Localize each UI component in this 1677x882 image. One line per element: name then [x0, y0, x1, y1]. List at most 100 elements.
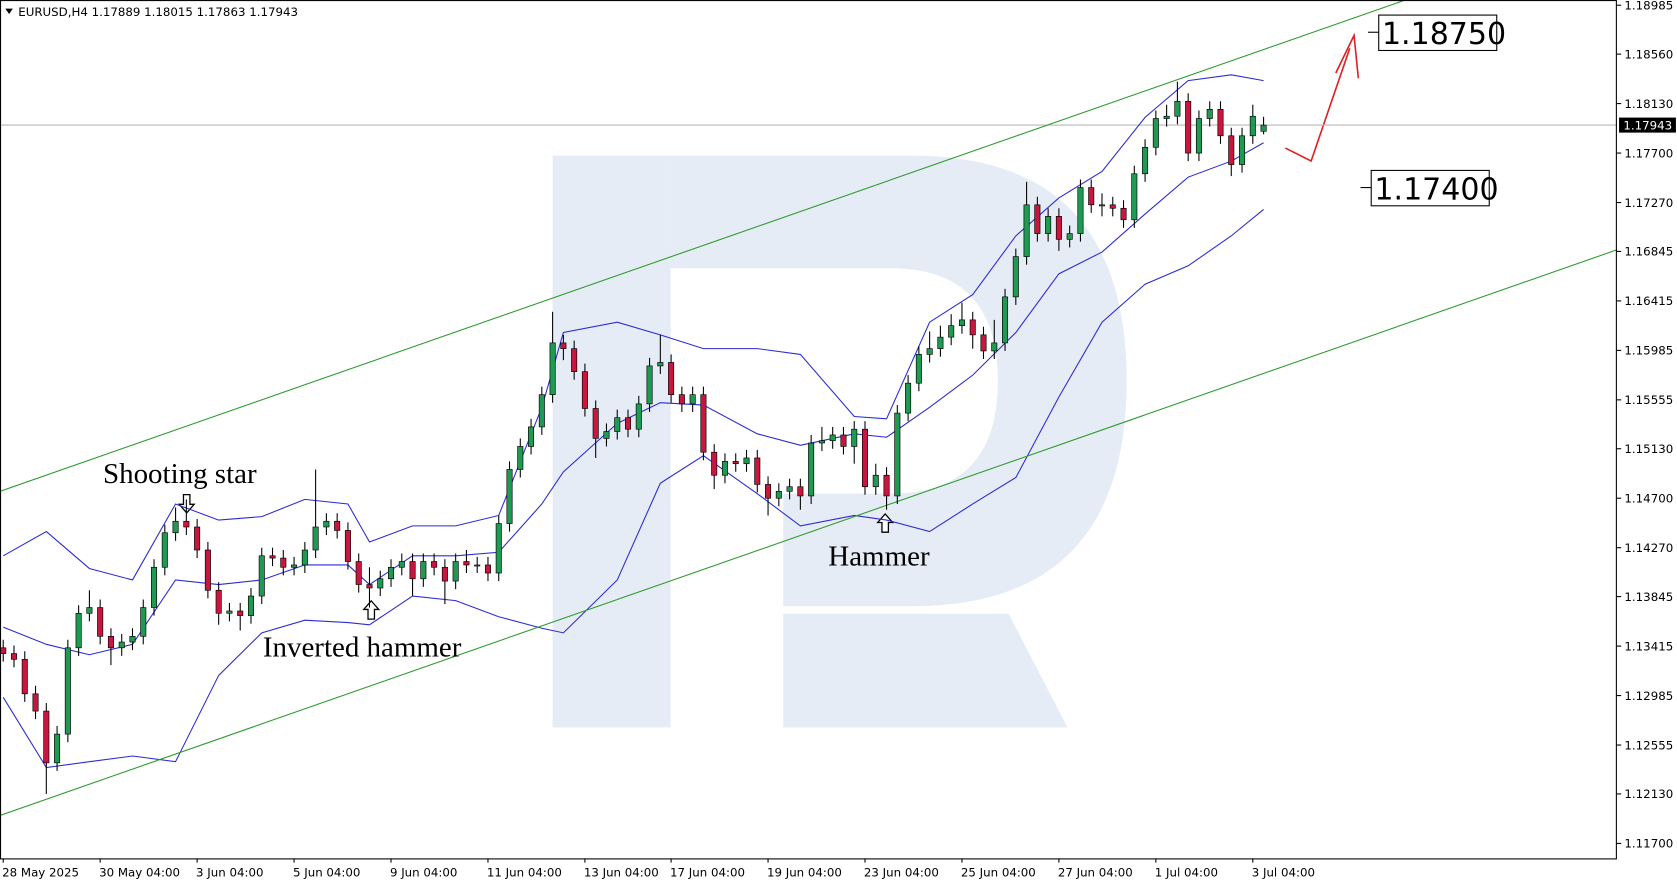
candle-body — [1066, 233, 1073, 240]
plot-frame — [0, 0, 1617, 860]
candle-body — [1034, 204, 1041, 234]
candle-body — [215, 589, 222, 614]
x-tick-label: 23 Jun 04:00 — [864, 866, 939, 880]
candle-body — [915, 354, 922, 384]
y-tick-label: 1.13845 — [1624, 590, 1673, 604]
level-label: 1.18750 — [1382, 17, 1506, 52]
candle-body — [355, 561, 362, 585]
candle-body — [366, 584, 373, 589]
candle-body — [818, 440, 825, 444]
x-tick-label: 17 Jun 04:00 — [670, 866, 745, 880]
candle-body — [657, 362, 664, 367]
y-tick-label: 1.14700 — [1624, 492, 1673, 506]
current-price-label: 1.17943 — [1623, 118, 1672, 132]
y-tick-label: 1.12555 — [1624, 738, 1673, 752]
candle-body — [851, 428, 858, 447]
candle-body — [517, 446, 524, 470]
candle-body — [237, 610, 244, 616]
x-tick-label: 13 Jun 04:00 — [584, 866, 659, 880]
candle-body — [1142, 146, 1149, 175]
candle-body — [581, 371, 588, 409]
candle-body — [1260, 124, 1267, 132]
candle-body — [926, 348, 933, 355]
y-tick-label: 1.17700 — [1624, 146, 1673, 160]
candle-body — [1023, 204, 1030, 257]
candle-body — [64, 647, 71, 735]
pattern-label: Hammer — [828, 540, 930, 572]
candle-body — [431, 561, 438, 568]
candle-body — [269, 555, 276, 559]
y-tick-label: 1.15555 — [1624, 393, 1673, 407]
candle-body — [603, 431, 610, 439]
candle-body — [883, 474, 890, 497]
candle-body — [829, 434, 836, 442]
candle-body — [344, 530, 351, 562]
x-tick-label: 11 Jun 04:00 — [487, 866, 562, 880]
candle-body — [1195, 118, 1202, 154]
candle-body — [1249, 115, 1256, 137]
candle-body — [10, 653, 17, 660]
candle-body — [980, 334, 987, 352]
x-tick-label: 1 Jul 04:00 — [1155, 866, 1218, 880]
candle-body — [1098, 204, 1105, 207]
candle-body — [1002, 296, 1009, 344]
candle-body — [280, 557, 287, 568]
y-tick-label: 1.16845 — [1624, 245, 1673, 259]
candle-body — [291, 564, 298, 568]
candle-body — [549, 342, 556, 396]
candle-body — [678, 394, 685, 405]
candle-body — [172, 520, 179, 534]
candle-body — [991, 342, 998, 352]
channel-line — [0, 0, 1406, 492]
current-price-box — [1619, 117, 1676, 133]
candle-body — [1120, 207, 1127, 221]
candle-body — [301, 549, 308, 566]
candle-body — [420, 561, 427, 580]
candle-body — [32, 693, 39, 712]
candle-body — [1228, 135, 1235, 165]
candle-body — [86, 607, 93, 614]
candle-body — [861, 428, 869, 488]
candle-body — [21, 658, 28, 695]
candle-body — [441, 566, 448, 582]
candle-body — [743, 457, 750, 465]
candle-body — [711, 451, 718, 476]
candle-body — [377, 578, 384, 589]
candle-body — [312, 526, 319, 551]
candle-body — [775, 491, 782, 499]
candle-body — [872, 474, 879, 488]
candle-body — [754, 457, 761, 485]
candle-body — [1077, 187, 1084, 234]
y-tick-label: 1.17270 — [1624, 196, 1673, 210]
candle-body — [484, 564, 491, 574]
forecast-arrow-head — [1335, 32, 1360, 79]
candle-body — [204, 549, 211, 591]
candle-body — [129, 635, 136, 643]
candle-body — [463, 561, 470, 566]
candle-body — [226, 610, 233, 614]
candle-body — [721, 461, 728, 476]
y-tick-label: 1.18130 — [1624, 97, 1673, 111]
candle-body — [1109, 204, 1116, 209]
candle-body — [732, 461, 739, 465]
y-tick-label: 1.15985 — [1624, 344, 1673, 358]
y-tick-label: 1.18560 — [1624, 47, 1673, 61]
candle-body — [840, 434, 847, 447]
y-tick-label: 1.18985 — [1624, 0, 1673, 12]
watermark — [552, 155, 1127, 728]
x-tick-label: 9 Jun 04:00 — [390, 866, 457, 880]
candle-body — [151, 566, 158, 608]
candle-body — [1131, 173, 1138, 221]
candle-body — [614, 417, 621, 432]
x-tick-label: 19 Jun 04:00 — [767, 866, 842, 880]
candle-body — [786, 486, 793, 492]
x-tick-label: 3 Jun 04:00 — [196, 866, 263, 880]
candle-body — [398, 561, 405, 568]
candle-body — [560, 342, 567, 349]
level-box — [1370, 169, 1490, 207]
candle-body — [140, 607, 147, 637]
candle-body — [1045, 216, 1052, 234]
candle-body — [506, 469, 513, 524]
